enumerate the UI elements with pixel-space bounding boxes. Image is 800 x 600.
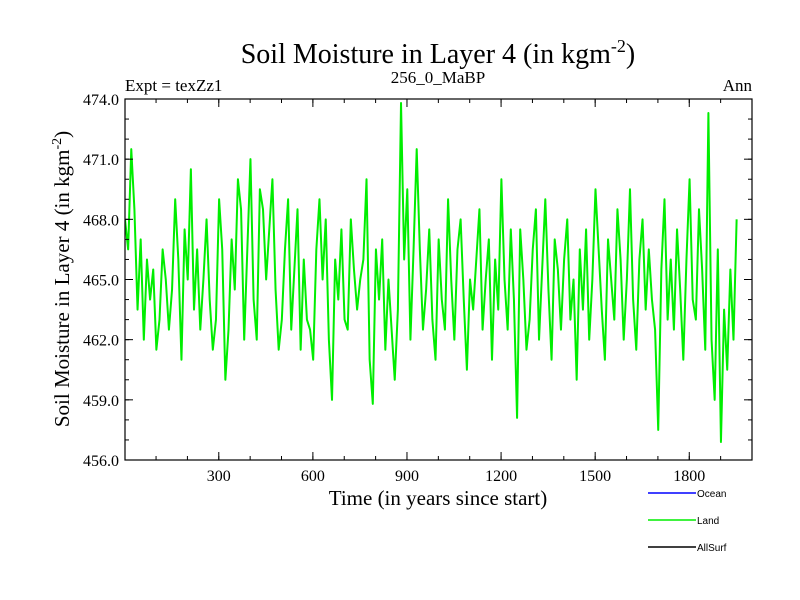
y-axis-label-main: Soil Moisture in Layer 4 (in kgm — [50, 150, 74, 428]
y-tick-label: 468.0 — [83, 212, 119, 229]
y-axis-label-superscript: -2 — [50, 138, 65, 150]
chart-title-main: Soil Moisture in Layer 4 (in kgm — [241, 39, 611, 70]
y-tick-label: 474.0 — [83, 92, 119, 109]
y-axis-label: Soil Moisture in Layer 4 (in kgm-2) — [50, 131, 74, 427]
subtitle-center: 256_0_MaBP — [391, 68, 485, 87]
y-tick-label: 471.0 — [83, 152, 119, 169]
y-axis-label-close: ) — [50, 131, 74, 138]
y-tick-label: 462.0 — [83, 333, 119, 350]
legend-label-ocean: Ocean — [697, 489, 726, 500]
x-axis-label: Time (in years since start) — [329, 486, 548, 510]
legend-label-land: Land — [697, 516, 719, 527]
y-tick-label: 456.0 — [83, 453, 119, 470]
x-tick-label: 1500 — [579, 468, 611, 485]
series-line-land — [125, 102, 738, 443]
y-tick-label: 465.0 — [83, 273, 119, 290]
chart-title-superscript: -2 — [611, 36, 626, 56]
x-tick-label: 1200 — [485, 468, 517, 485]
chart-title: Soil Moisture in Layer 4 (in kgm-2) — [241, 36, 636, 70]
subtitle-right: Ann — [723, 76, 753, 95]
subtitle-left: Expt = texZz1 — [125, 76, 222, 95]
legend: Ocean Land AllSurf — [648, 489, 727, 554]
legend-label-allsurf: AllSurf — [697, 543, 727, 554]
x-tick-label: 900 — [395, 468, 419, 485]
x-tick-label: 600 — [301, 468, 325, 485]
chart-title-close: ) — [626, 39, 635, 70]
y-tick-label: 459.0 — [83, 393, 119, 410]
series-layer — [125, 102, 738, 443]
x-axis: 300 600 900 1200 1500 1800 — [155, 99, 722, 485]
x-tick-label: 1800 — [673, 468, 705, 485]
y-axis: 456.0 459.0 462.0 465.0 468.0 471.0 474.0 — [83, 92, 752, 470]
x-tick-label: 300 — [207, 468, 231, 485]
